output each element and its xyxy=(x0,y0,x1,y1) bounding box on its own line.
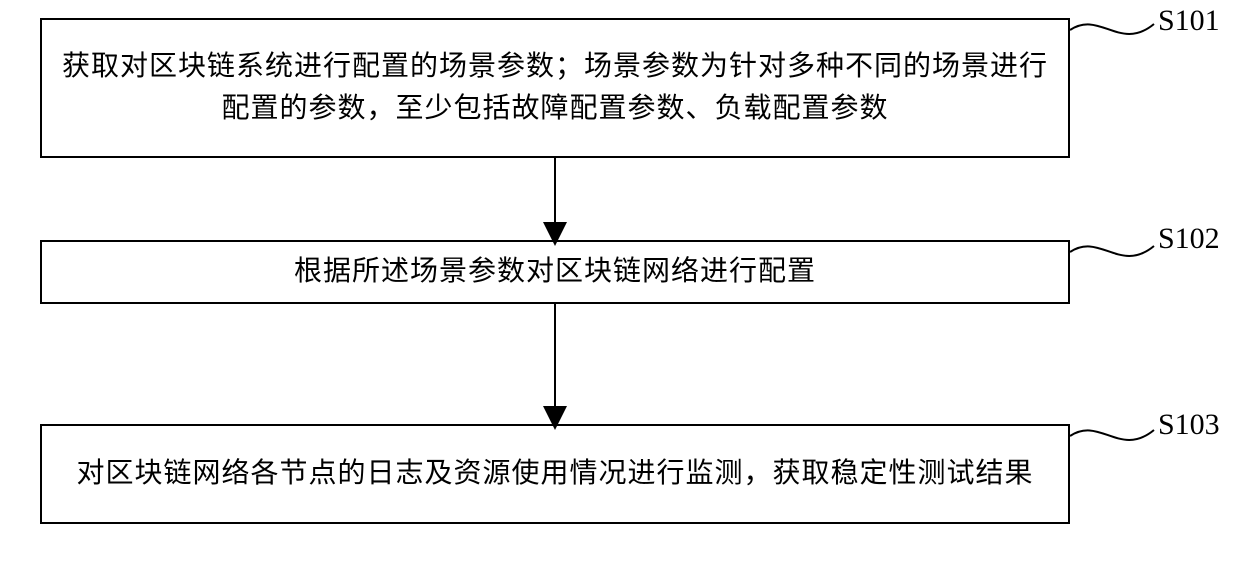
label-curve-3 xyxy=(1070,430,1154,440)
label-curve-1 xyxy=(1070,24,1154,34)
step-text-s101: 获取对区块链系统进行配置的场景参数；场景参数为针对多种不同的场景进行配置的参数，… xyxy=(62,46,1048,130)
step-label-s101: S101 xyxy=(1158,4,1220,38)
step-text-s102: 根据所述场景参数对区块链网络进行配置 xyxy=(294,251,816,293)
label-curve-2 xyxy=(1070,246,1154,256)
step-box-s102: 根据所述场景参数对区块链网络进行配置 xyxy=(40,240,1070,304)
step-text-s103: 对区块链网络各节点的日志及资源使用情况进行监测，获取稳定性测试结果 xyxy=(76,453,1033,495)
step-box-s103: 对区块链网络各节点的日志及资源使用情况进行监测，获取稳定性测试结果 xyxy=(40,424,1070,524)
step-label-s103: S103 xyxy=(1158,408,1220,442)
step-box-s101: 获取对区块链系统进行配置的场景参数；场景参数为针对多种不同的场景进行配置的参数，… xyxy=(40,18,1070,158)
step-label-s102: S102 xyxy=(1158,222,1220,256)
flowchart-canvas: 获取对区块链系统进行配置的场景参数；场景参数为针对多种不同的场景进行配置的参数，… xyxy=(0,0,1240,569)
